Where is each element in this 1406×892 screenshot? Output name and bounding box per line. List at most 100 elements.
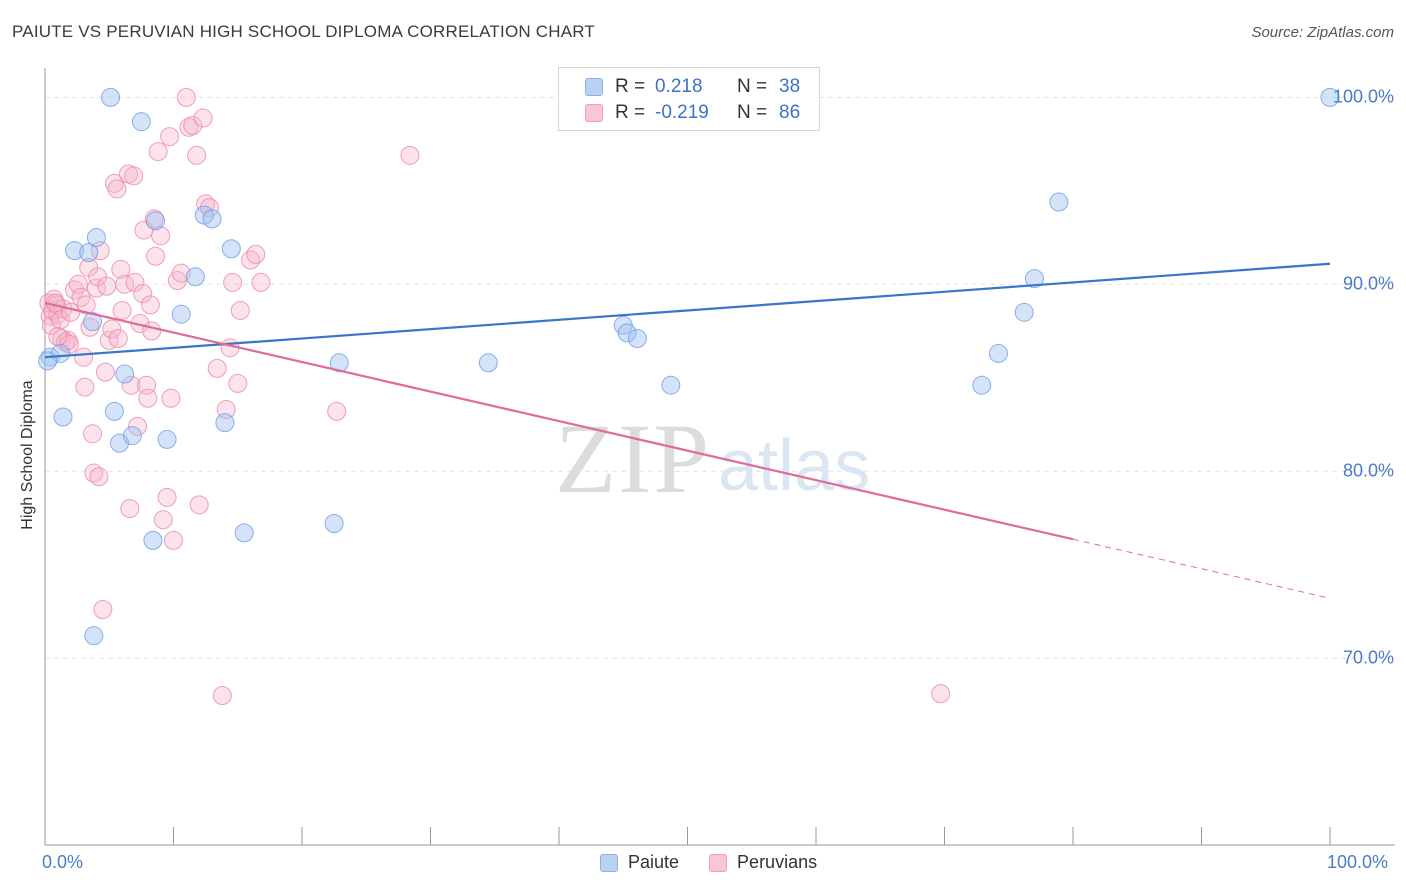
peruvians-point (41, 315, 61, 335)
paiute-point (1049, 192, 1069, 212)
source-label: Source: ZipAtlas.com (1251, 24, 1394, 41)
chart-title: PAIUTE VS PERUVIAN HIGH SCHOOL DIPLOMA C… (12, 22, 596, 41)
peruvians-point (183, 115, 203, 135)
peruvians-point (931, 684, 951, 704)
paiute-n-value: 38 (779, 76, 801, 97)
paiute-point (115, 364, 135, 384)
peruvians-point (327, 401, 347, 421)
peruvians-point (157, 487, 177, 507)
peruvians-point (124, 166, 144, 186)
n-label: N = (737, 102, 768, 123)
peruvians-point (120, 499, 140, 519)
axes (44, 68, 1395, 846)
paiute-point (79, 243, 99, 263)
paiute-point (143, 530, 163, 550)
r-label: R = (615, 76, 646, 97)
paiute-point (146, 211, 166, 231)
watermark: ZIP atlas (555, 403, 870, 514)
watermark-atlas: atlas (718, 426, 870, 506)
paiute-point (185, 267, 205, 287)
paiute-point (972, 375, 992, 395)
peruvians-swatch (585, 104, 603, 122)
paiute-point (1024, 269, 1044, 289)
paiute-point (83, 312, 103, 332)
peruvians-point (223, 272, 243, 292)
paiute-trendline (44, 262, 1331, 359)
peruvians-point (176, 87, 196, 107)
paiute-point (478, 353, 498, 373)
peruvians-point (121, 375, 141, 395)
x-tick-max: 100.0% (1327, 852, 1389, 872)
peruvians-point (74, 347, 94, 367)
peruvians-r-value: -0.219 (655, 102, 709, 123)
paiute-point (324, 514, 344, 534)
legend-item-peruvians[interactable]: Peruvians (709, 852, 817, 873)
paiute-point (617, 323, 637, 343)
paiute-point (84, 626, 104, 646)
peruvians-point (111, 259, 131, 279)
peruvians-point (207, 358, 227, 378)
peruvians-point (189, 495, 209, 515)
peruvians-point (187, 145, 207, 165)
peruvians-point (142, 321, 162, 341)
peruvians-point (193, 108, 213, 128)
paiute-point (171, 304, 191, 324)
peruvians-point (76, 295, 96, 315)
legend-item-paiute[interactable]: Paiute (600, 852, 679, 873)
peruvians-point (153, 510, 173, 530)
peruvians-trendline (44, 301, 1074, 541)
series-peruvians-points (39, 87, 951, 705)
paiute-point (215, 413, 235, 433)
trendlines (44, 262, 1331, 599)
paiute-point (1320, 87, 1340, 107)
peruvians-legend-swatch (709, 853, 728, 872)
paiute-legend-swatch (600, 853, 618, 872)
paiute-point (101, 87, 121, 107)
stats-legend: R = 0.218 N = 38 R = -0.219 N = 86 (558, 67, 820, 131)
peruvians-point (246, 244, 266, 264)
paiute-point (104, 401, 124, 421)
peruvians-point (212, 685, 232, 705)
peruvians-point (164, 530, 183, 550)
peruvians-point (128, 416, 148, 436)
paiute-point (988, 343, 1008, 363)
series-legend: Paiute Peruvians (600, 852, 847, 873)
r-label: R = (615, 102, 646, 123)
paiute-point (86, 228, 106, 248)
peruvians-point (84, 463, 104, 483)
series-paiute-points (38, 87, 1340, 646)
paiute-r-value: 0.218 (655, 76, 703, 97)
y-tick-label: 70.0% (1342, 647, 1394, 668)
peruvians-point (102, 319, 122, 339)
paiute-point (1014, 302, 1034, 322)
paiute-point (122, 426, 142, 446)
peruvians-point (138, 388, 158, 408)
peruvians-point (228, 373, 248, 393)
paiute-point (157, 429, 177, 449)
peruvians-point (75, 377, 95, 397)
paiute-point (202, 209, 222, 229)
peruvians-point (140, 295, 160, 315)
peruvians-point (160, 127, 180, 147)
peruvians-point (125, 272, 145, 292)
peruvians-point (400, 145, 420, 165)
paiute-point (329, 353, 349, 373)
peruvians-point (151, 226, 171, 246)
gridlines (45, 96, 1395, 659)
peruvians-point (97, 276, 117, 296)
legend-row-peruvians: R = -0.219 N = 86 (585, 100, 800, 126)
peruvians-n-value: 86 (779, 102, 801, 123)
peruvians-point (241, 250, 261, 270)
legend-row-paiute: R = 0.218 N = 38 (585, 74, 800, 100)
peruvians-point (107, 179, 127, 199)
peruvians-point (65, 280, 85, 300)
paiute-point (627, 328, 647, 348)
peruvians-point (146, 246, 166, 266)
peruvians-point (251, 272, 271, 292)
peruvians-trendline-extension (1072, 538, 1331, 599)
peruvians-point (148, 142, 168, 162)
peruvians-point (230, 300, 250, 320)
peruvians-point (171, 263, 191, 283)
peruvians-point (48, 327, 68, 347)
